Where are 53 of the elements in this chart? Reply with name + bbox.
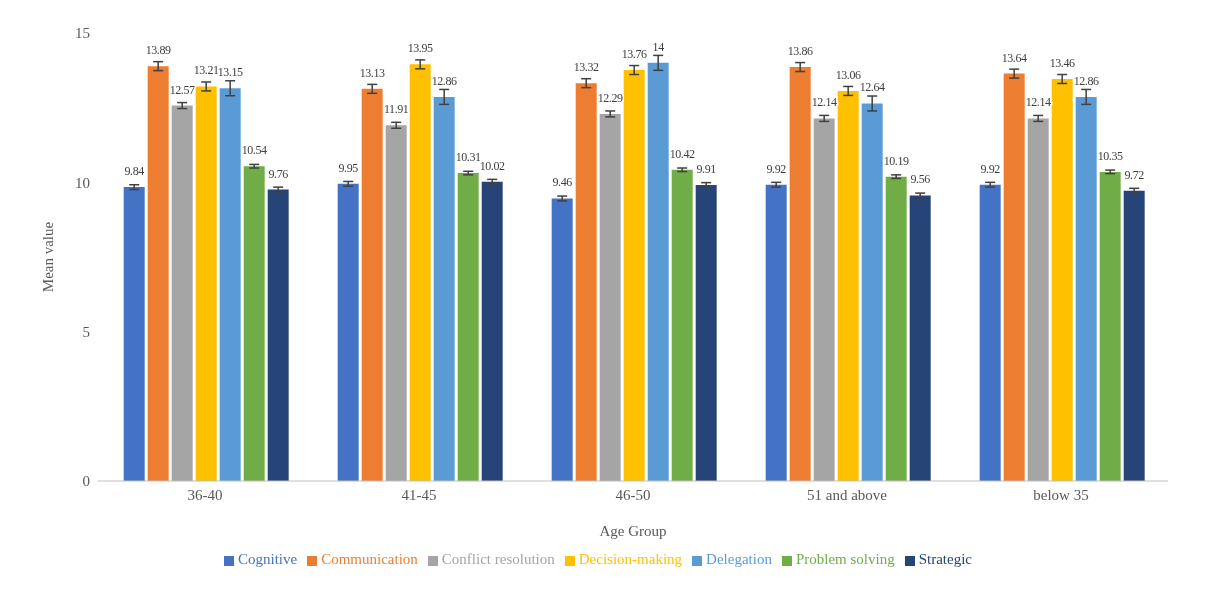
data-label: 13.89 <box>145 43 172 58</box>
data-label: 12.14 <box>1025 95 1052 110</box>
data-label: 9.84 <box>124 164 145 179</box>
x-tick-label: 51 and above <box>807 486 888 503</box>
data-label: 9.56 <box>910 172 931 187</box>
legend-label: Strategic <box>918 551 972 567</box>
x-tick-label: 41-45 <box>401 486 437 503</box>
data-label: 12.86 <box>1073 73 1100 88</box>
data-label: 9.95 <box>338 160 359 175</box>
data-label: 9.72 <box>1124 167 1145 182</box>
data-label: 11.91 <box>383 102 409 117</box>
data-label: 13.64 <box>1001 50 1028 65</box>
y-tick-label: 0 <box>82 473 90 490</box>
y-tick-label: 10 <box>75 174 90 191</box>
y-tick-label: 5 <box>82 323 90 340</box>
data-label: 13.46 <box>1049 55 1076 70</box>
x-tick-label: below 35 <box>1033 486 1089 503</box>
y-tick-label: 15 <box>75 25 90 42</box>
data-label: 13.06 <box>835 67 862 82</box>
data-label: 9.91 <box>696 162 717 177</box>
x-axis-title: Age Group <box>599 523 667 539</box>
data-label: 13.21 <box>193 63 220 78</box>
y-axis-title: Mean value <box>40 221 57 293</box>
data-label: 9.76 <box>268 166 289 181</box>
data-label: 9.46 <box>552 175 573 190</box>
legend-label: Communication <box>321 551 418 567</box>
legend-label: Delegation <box>706 551 772 567</box>
data-label: 12.57 <box>169 82 196 97</box>
data-label: 10.31 <box>455 150 482 165</box>
data-label: 13.32 <box>573 60 600 75</box>
data-label: 14 <box>652 39 665 54</box>
legend-label: Decision-making <box>578 551 683 567</box>
legend-label: Problem solving <box>795 551 895 567</box>
data-label: 10.42 <box>669 146 696 161</box>
data-label: 10.02 <box>479 158 506 173</box>
legend-label: Cognitive <box>238 551 298 567</box>
data-label: 13.95 <box>407 41 434 56</box>
data-label: 10.35 <box>1097 148 1124 163</box>
data-label: 12.14 <box>811 95 838 110</box>
data-label: 10.54 <box>241 143 268 158</box>
data-label: 12.86 <box>431 73 458 88</box>
legend-label: Conflict resolution <box>441 551 555 567</box>
data-label: 9.92 <box>766 161 787 176</box>
data-label: 13.86 <box>787 44 814 59</box>
data-label: 13.15 <box>217 65 244 80</box>
data-label: 10.19 <box>883 153 910 168</box>
x-tick-label: 46-50 <box>615 486 651 503</box>
data-label: 12.64 <box>859 80 886 95</box>
data-label: 9.92 <box>980 161 1001 176</box>
x-tick-label: 36-40 <box>187 486 223 503</box>
data-label: 12.29 <box>597 90 624 105</box>
data-label: 13.76 <box>621 47 648 62</box>
data-label: 13.13 <box>359 65 386 80</box>
